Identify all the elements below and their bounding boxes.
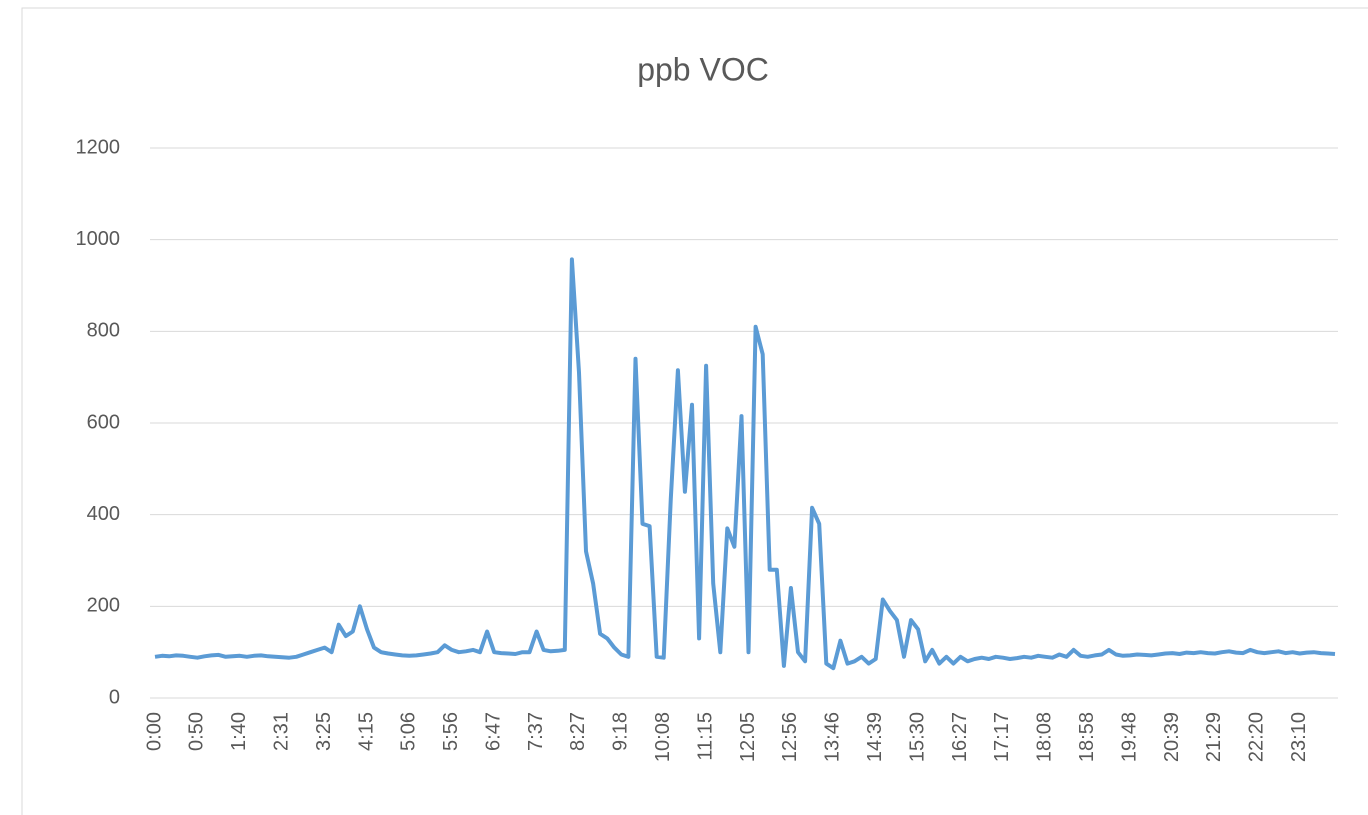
x-tick-label: 14:39 xyxy=(864,712,886,762)
y-tick-label: 400 xyxy=(87,503,120,525)
x-tick-label: 20:39 xyxy=(1161,712,1183,762)
x-tick-label: 13:46 xyxy=(822,712,844,762)
x-tick-label: 0:00 xyxy=(143,712,165,751)
x-tick-label: 1:40 xyxy=(228,712,250,751)
y-tick-label: 1000 xyxy=(76,228,121,250)
y-tick-label: 0 xyxy=(109,686,120,708)
x-tick-label: 2:31 xyxy=(270,712,292,751)
x-tick-label: 9:18 xyxy=(610,712,632,751)
x-tick-label: 5:06 xyxy=(398,712,420,751)
x-tick-label: 3:25 xyxy=(313,712,335,751)
y-tick-label: 200 xyxy=(87,595,120,617)
chart-frame xyxy=(21,7,1368,815)
x-tick-label: 16:27 xyxy=(949,712,971,762)
y-tick-label: 800 xyxy=(87,320,120,342)
x-tick-label: 12:56 xyxy=(779,712,801,762)
y-tick-label: 1200 xyxy=(76,136,121,158)
x-tick-label: 15:30 xyxy=(906,712,928,762)
x-tick-label: 17:17 xyxy=(991,712,1013,762)
data-line xyxy=(154,257,1336,671)
x-tick-label: 23:10 xyxy=(1288,712,1310,762)
x-tick-label: 18:58 xyxy=(1076,712,1098,762)
x-tick-label: 5:56 xyxy=(440,712,462,751)
x-tick-label: 11:15 xyxy=(694,712,716,761)
y-tick-label: 600 xyxy=(87,411,120,433)
x-tick-label: 10:08 xyxy=(652,712,674,762)
x-tick-label: 22:20 xyxy=(1246,712,1268,762)
chart-title: ppb VOC xyxy=(637,51,769,87)
x-tick-label: 7:37 xyxy=(525,712,547,751)
x-tick-label: 4:15 xyxy=(355,712,377,751)
x-tick-label: 19:48 xyxy=(1118,712,1140,762)
x-tick-label: 8:27 xyxy=(567,712,589,751)
x-tick-label: 21:29 xyxy=(1203,712,1225,762)
x-tick-label: 6:47 xyxy=(482,712,504,751)
x-tick-label: 18:08 xyxy=(1034,712,1056,762)
x-tick-label: 12:05 xyxy=(737,712,759,762)
x-tick-label: 0:50 xyxy=(186,712,208,751)
